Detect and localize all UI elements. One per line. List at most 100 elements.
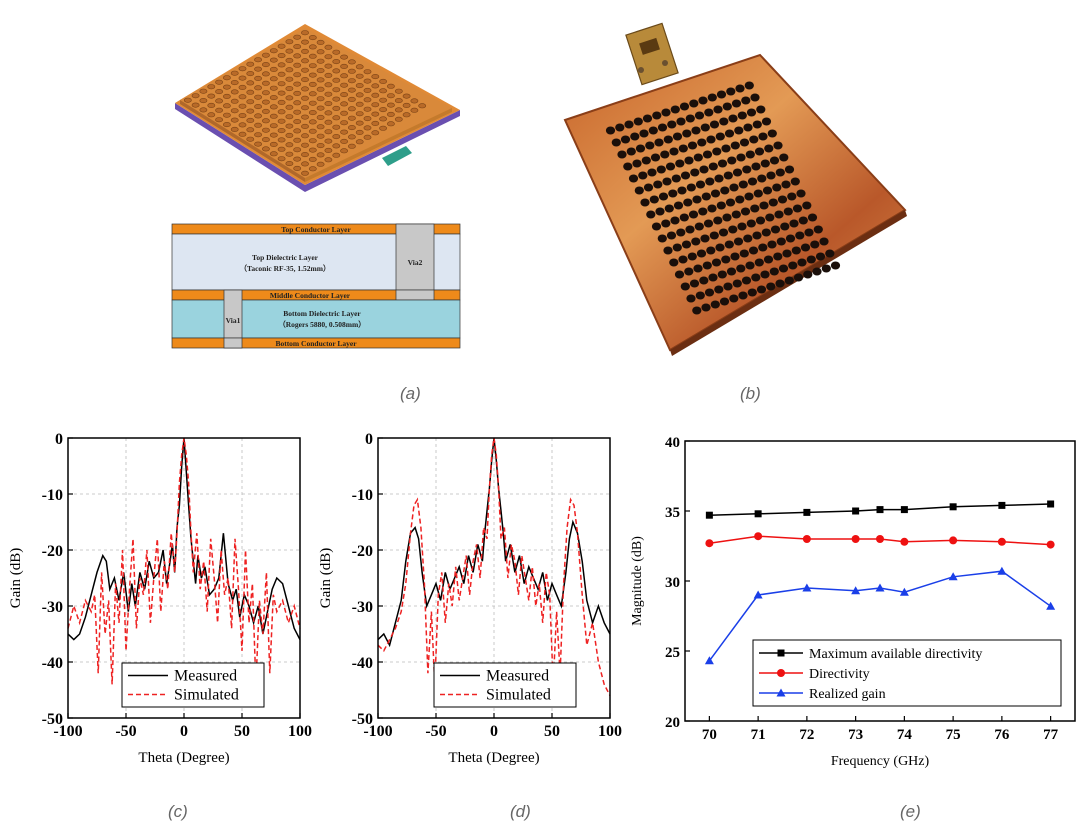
photo-hole (737, 111, 747, 120)
via-hole (324, 119, 333, 125)
via-hole (262, 127, 270, 133)
via-hole (269, 141, 278, 147)
photo-hole (797, 258, 807, 267)
photo-hole (750, 93, 760, 102)
photo-hole (764, 144, 774, 153)
photo-hole (628, 174, 639, 183)
data-point (875, 583, 885, 592)
via-hole (316, 58, 325, 64)
photo-hole (776, 237, 786, 246)
legend-box (752, 639, 1062, 707)
photo-hole (791, 246, 801, 255)
via-hole (223, 75, 231, 81)
bottom-conductor-layer (171, 337, 461, 349)
photo-hole (701, 303, 711, 312)
via-hole (215, 117, 223, 123)
via-hole (308, 91, 317, 97)
via-hole (308, 35, 317, 41)
via-hole (269, 85, 278, 91)
data-point (1046, 601, 1056, 610)
photo-hole (714, 174, 724, 183)
photo-hole (702, 150, 713, 159)
photo-hole (751, 162, 761, 171)
photo-hole (663, 135, 673, 144)
waveguide-flange (625, 22, 679, 86)
y-tick-label: 0 (365, 431, 373, 448)
via-hole (301, 95, 309, 101)
via-hole (308, 128, 317, 134)
photo-hole (672, 132, 683, 141)
photo-hole (748, 246, 759, 255)
via-hole (363, 125, 372, 131)
photo-hole (640, 198, 650, 207)
chart-e: 70 71 72 73 74 75 76 77 20 25 30 35 40 Frequency (GHz… (630, 435, 1076, 769)
photo-hole (646, 210, 656, 219)
photo-hole (665, 162, 676, 171)
via-hole (191, 93, 200, 99)
photo-hole (698, 207, 708, 216)
via-hole (340, 63, 348, 69)
legend-marker (777, 649, 785, 657)
data-point (754, 532, 763, 541)
via-hole (230, 80, 239, 86)
photo-hole (701, 192, 711, 201)
photo-hole (692, 306, 702, 315)
x-tick-label: -50 (115, 723, 136, 740)
photo-hole (732, 279, 742, 288)
photo-hole (780, 222, 790, 231)
photo-hole (773, 141, 783, 150)
photo-hole (697, 138, 707, 147)
via-hole (301, 170, 309, 176)
via-hole (285, 95, 294, 101)
photo-hole (672, 243, 682, 252)
via-hole (285, 114, 294, 120)
y-tick-label: -20 (352, 543, 373, 560)
data-point (704, 656, 714, 665)
photo-hole (767, 129, 777, 138)
flange-screw-2 (662, 60, 668, 66)
photo-hole (687, 141, 698, 150)
photo-hole (735, 84, 745, 93)
via-hole (301, 142, 309, 148)
via-hole (363, 134, 372, 140)
y-tick-label: 35 (665, 505, 680, 521)
photo-hole (699, 276, 709, 285)
via-hole (308, 110, 317, 116)
data-point (851, 535, 860, 543)
photo-hole (768, 198, 778, 207)
via-hole (340, 82, 348, 88)
data-point (803, 508, 811, 516)
photo-hole (660, 150, 670, 159)
photo-hole (682, 129, 692, 138)
photo-hole (674, 270, 685, 279)
photo-hole (819, 237, 829, 246)
photo-hole (730, 141, 740, 150)
photo-hole (693, 153, 703, 162)
via-hole (410, 98, 419, 104)
photo-hole (746, 108, 757, 117)
x-axis-label: Frequency (GHz) (831, 754, 930, 769)
photo-hole (731, 99, 742, 108)
data-point (948, 572, 958, 581)
via-hole (285, 57, 294, 63)
x-tick-label: 0 (180, 723, 188, 740)
y-tick-label: 25 (665, 645, 680, 661)
via-hole (246, 99, 255, 105)
via-hole (230, 89, 239, 95)
via-hole (355, 129, 364, 135)
via-hole (340, 138, 348, 144)
via-hole (379, 97, 387, 103)
via-hole (285, 132, 294, 138)
photo-hole (760, 159, 770, 168)
photo-hole (643, 183, 654, 192)
data-point (949, 536, 958, 545)
photo-hole (693, 264, 703, 273)
photo-hole (741, 96, 751, 105)
via-hole (347, 96, 356, 102)
feed-port (382, 146, 412, 166)
via-hole (293, 90, 302, 96)
photo-hole (695, 291, 705, 300)
photo-hole (743, 123, 753, 132)
photo-hole (715, 132, 725, 141)
via-hole (379, 116, 387, 122)
